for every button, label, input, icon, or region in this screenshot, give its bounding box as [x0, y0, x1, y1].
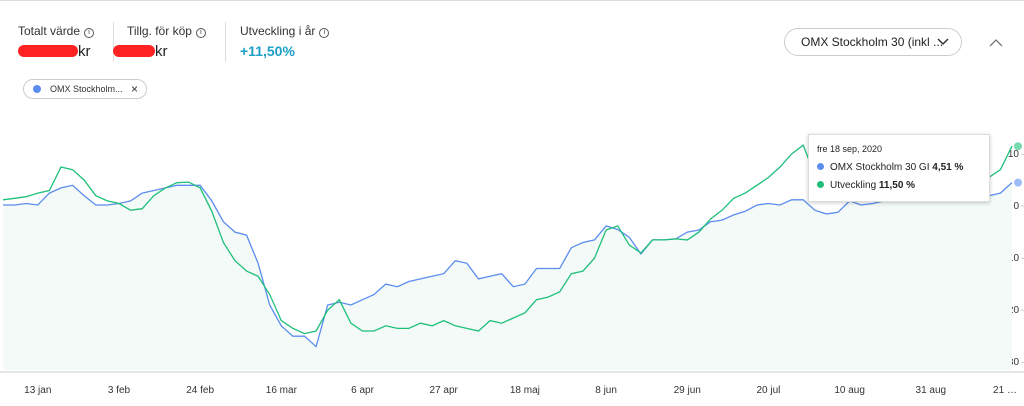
chip-text: OMX Stockholm... — [50, 84, 123, 94]
x-tick-label: 13 jan — [24, 385, 51, 396]
x-tick-label: 20 jul — [756, 385, 780, 396]
series-chip[interactable]: OMX Stockholm... × — [23, 79, 147, 99]
x-tick-label: 21 … — [993, 385, 1017, 396]
benchmark-dropdown[interactable]: OMX Stockholm 30 (inkl ... — [784, 28, 962, 56]
series-line — [3, 182, 1013, 348]
tooltip-name: OMX Stockholm 30 GI — [830, 162, 930, 173]
x-tick-label: 16 mar — [266, 385, 298, 396]
area-fill — [3, 182, 1012, 370]
tooltip-name: Utveckling — [830, 180, 877, 191]
tooltip-value: 4,51 % — [932, 162, 964, 173]
metric-label: Utveckling i år — [240, 24, 316, 38]
tooltip-date: fre 18 sep, 2020 — [817, 144, 883, 154]
metric: Totalt värde i kr — [18, 24, 95, 60]
metric: Tillg. för köp i kr — [113, 24, 206, 60]
metric: Utveckling i år i +11,50% — [240, 24, 330, 59]
tooltip: fre 18 sep, 2020 OMX Stockholm 30 GI 4,5… — [808, 134, 990, 202]
x-tick-label: 29 jun — [674, 385, 701, 396]
collapse-button[interactable] — [988, 38, 1004, 48]
x-tick-label: 31 aug — [916, 385, 947, 396]
redaction — [18, 45, 78, 57]
tooltip-value: 11,50 % — [878, 180, 916, 191]
metric-label: Totalt värde — [18, 24, 81, 38]
dropdown-text: OMX Stockholm 30 (inkl ... — [801, 35, 944, 49]
metric-value: kr — [155, 43, 168, 60]
hover-dot — [1014, 142, 1022, 151]
x-tick-label: 10 aug — [834, 385, 865, 396]
hover-dot — [1014, 178, 1022, 187]
top-border — [0, 0, 1024, 5]
y-tick-label: 10 — [1008, 149, 1020, 160]
metric-label: Tillg. för köp — [127, 24, 192, 38]
x-tick-label: 24 feb — [186, 385, 214, 396]
metric-value: kr — [78, 43, 91, 60]
redaction — [113, 45, 155, 57]
x-tick-label: 18 maj — [510, 385, 540, 396]
y-tick-label: 0 — [1013, 201, 1019, 212]
x-tick-label: 8 jun — [595, 385, 617, 396]
metric-value: +11,50% — [240, 43, 295, 59]
x-tick-label: 27 apr — [430, 385, 459, 396]
x-tick-label: 6 apr — [351, 385, 374, 396]
x-tick-label: 3 feb — [108, 385, 131, 396]
